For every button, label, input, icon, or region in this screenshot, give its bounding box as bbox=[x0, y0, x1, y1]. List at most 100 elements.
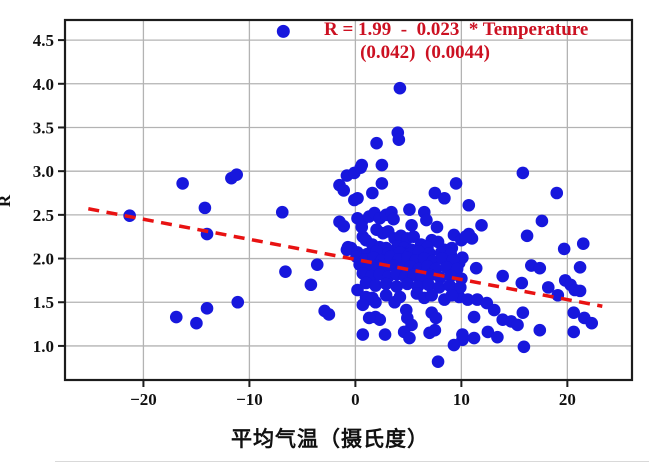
scatter-point bbox=[487, 303, 501, 317]
scatter-point bbox=[467, 331, 481, 345]
scatter-point bbox=[515, 276, 529, 290]
scatter-point bbox=[567, 306, 581, 320]
scatter-point bbox=[304, 278, 318, 292]
scatter-point bbox=[401, 277, 414, 291]
scatter-point bbox=[403, 331, 416, 345]
scatter-point bbox=[375, 177, 389, 190]
scatter-point bbox=[362, 311, 376, 325]
y-tick-label: 2.0 bbox=[33, 250, 54, 269]
scatter-point bbox=[405, 219, 418, 232]
x-tick-label: 20 bbox=[559, 390, 576, 409]
scatter-point bbox=[432, 281, 446, 294]
scatter-point bbox=[467, 310, 481, 324]
scatter-point bbox=[535, 214, 549, 228]
scatter-point bbox=[375, 158, 389, 172]
y-tick-label: 4.5 bbox=[33, 31, 54, 50]
scatter-point bbox=[359, 276, 373, 290]
scatter-point bbox=[454, 281, 467, 294]
regression-standard-errors-text: (0.042) (0.0044) bbox=[360, 42, 490, 63]
scatter-point bbox=[447, 338, 461, 352]
scatter-point bbox=[337, 219, 351, 233]
scatter-point bbox=[279, 265, 292, 278]
scatter-point bbox=[576, 237, 590, 250]
scatter-point bbox=[443, 279, 457, 292]
scatter-point bbox=[230, 168, 243, 181]
y-tick-label: 3.5 bbox=[33, 118, 54, 137]
scatter-point bbox=[198, 201, 212, 215]
scatter-point bbox=[428, 323, 442, 337]
x-tick-label: 0 bbox=[351, 390, 360, 409]
scatter-point bbox=[573, 260, 587, 274]
scatter-point bbox=[378, 328, 392, 341]
scatter-point bbox=[200, 302, 214, 315]
scatter-point bbox=[573, 284, 587, 298]
scatter-point bbox=[424, 268, 437, 282]
scatter-point bbox=[169, 310, 183, 324]
scatter-point bbox=[428, 186, 442, 200]
y-tick-label: 2.5 bbox=[33, 206, 54, 225]
scatter-point bbox=[520, 229, 534, 243]
scatter-point bbox=[470, 293, 484, 306]
scatter-point bbox=[337, 184, 351, 197]
scatter-point bbox=[491, 330, 504, 344]
x-tick-label: −10 bbox=[236, 390, 263, 409]
scatter-point bbox=[407, 230, 420, 243]
scatter-point bbox=[370, 136, 383, 150]
scatter-point bbox=[322, 308, 336, 321]
trend-line bbox=[87, 207, 603, 308]
scatter-point bbox=[422, 278, 435, 292]
scatter-point bbox=[366, 186, 379, 200]
scatter-point bbox=[550, 186, 564, 200]
scatter-point bbox=[585, 316, 599, 330]
scatter-point bbox=[351, 283, 364, 297]
scatter-point bbox=[379, 277, 393, 291]
scatter-point bbox=[449, 177, 463, 190]
scatter-point bbox=[425, 288, 438, 302]
scatter-point bbox=[456, 328, 469, 341]
scatter-point bbox=[469, 261, 483, 275]
scatter-point bbox=[459, 230, 472, 243]
scatter-point bbox=[176, 177, 189, 190]
scatter-point bbox=[393, 81, 407, 95]
scatter-point bbox=[481, 325, 495, 339]
scatter-point bbox=[429, 311, 443, 325]
scatter-point bbox=[420, 213, 433, 227]
scatter-point bbox=[475, 219, 488, 232]
scatter-point bbox=[310, 258, 324, 271]
scatter-point bbox=[438, 191, 451, 205]
scatter-point bbox=[462, 198, 476, 212]
bottom-divider-line bbox=[55, 461, 649, 462]
y-tick-label: 4.0 bbox=[33, 75, 54, 94]
scatter-point bbox=[190, 316, 203, 330]
scatter-point bbox=[390, 280, 404, 293]
scatter-point bbox=[445, 288, 459, 302]
y-tick-label: 3.0 bbox=[33, 162, 54, 181]
x-tick-label: −20 bbox=[130, 390, 157, 409]
x-axis-label: 平均气温（摄氏度） bbox=[231, 427, 429, 451]
y-tick-label: 1.5 bbox=[33, 293, 54, 312]
scatter-point bbox=[356, 328, 370, 341]
scatter-point bbox=[516, 306, 530, 320]
scatter-point bbox=[496, 269, 510, 283]
scatter-point bbox=[387, 212, 400, 226]
scatter-point bbox=[533, 323, 547, 337]
scatter-point bbox=[567, 325, 581, 339]
scatter-point bbox=[461, 293, 475, 306]
scatter-point bbox=[517, 340, 531, 354]
y-tick-label: 1.0 bbox=[33, 337, 54, 356]
scatter-point bbox=[393, 290, 407, 304]
scatter-point bbox=[430, 220, 444, 234]
scatter-point bbox=[351, 191, 364, 205]
scatter-point bbox=[533, 261, 547, 275]
scatter-point bbox=[356, 298, 370, 312]
scatter-point bbox=[431, 355, 445, 368]
scatter-point bbox=[355, 220, 369, 234]
scatter-point bbox=[511, 318, 524, 332]
regression-equation-text: R = 1.99 - 0.023 * Temperature bbox=[324, 19, 589, 40]
scatter-point bbox=[354, 161, 367, 174]
scatter-point bbox=[369, 279, 382, 292]
scatter-point bbox=[392, 133, 406, 147]
scatter-point bbox=[379, 288, 393, 302]
